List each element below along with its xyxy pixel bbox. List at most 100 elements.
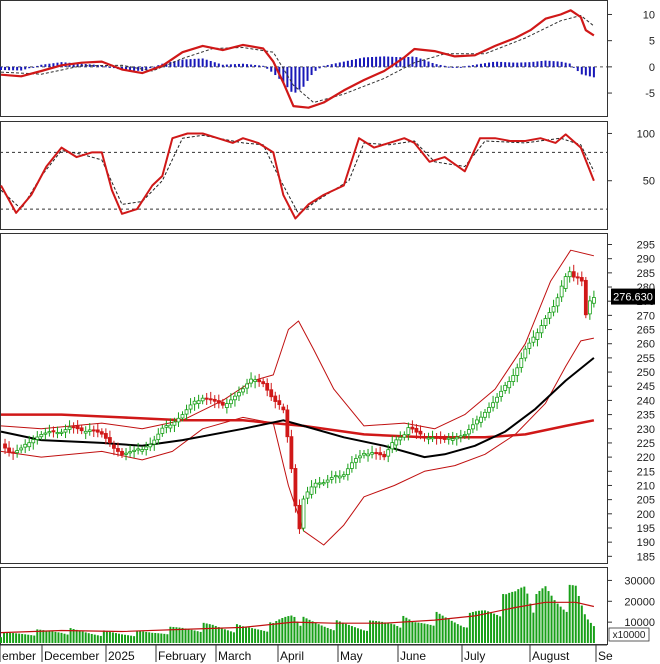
candle-body bbox=[35, 436, 40, 440]
price-axis-tick-label: 260 bbox=[637, 339, 655, 351]
volume-bar bbox=[254, 628, 257, 643]
candle-body bbox=[3, 443, 7, 449]
volume-bar bbox=[296, 621, 299, 643]
macd-histogram-bar bbox=[375, 56, 378, 67]
volume-bar bbox=[529, 603, 532, 643]
x-axis-label: February bbox=[158, 649, 206, 663]
volume-bar bbox=[562, 609, 565, 643]
volume-bar bbox=[399, 627, 402, 643]
candle-body bbox=[164, 425, 169, 428]
macd-histogram-bar bbox=[32, 66, 35, 68]
x-axis-label: April bbox=[280, 649, 304, 663]
candle-body bbox=[454, 436, 459, 440]
macd-histogram-bar bbox=[270, 66, 273, 72]
candle-body bbox=[285, 409, 290, 438]
x-axis-label: August bbox=[532, 649, 570, 663]
candle-body bbox=[212, 398, 217, 402]
candle-body bbox=[87, 429, 92, 432]
volume-bar bbox=[462, 627, 465, 643]
volume-bar bbox=[565, 611, 568, 643]
macd-histogram-bar bbox=[173, 61, 176, 67]
volume-bar bbox=[281, 617, 284, 643]
macd-histogram-bar bbox=[290, 66, 293, 92]
volume-bar bbox=[208, 624, 211, 643]
macd-histogram-bar bbox=[181, 59, 184, 67]
macd-histogram-bar bbox=[56, 62, 59, 67]
volume-bar bbox=[245, 626, 248, 643]
volume-bar bbox=[293, 616, 296, 643]
volume-unit-box bbox=[608, 627, 650, 642]
volume-bar bbox=[359, 629, 362, 643]
candle-body bbox=[216, 400, 221, 404]
volume-bar bbox=[275, 621, 278, 643]
macd-histogram-bar bbox=[48, 63, 51, 67]
volume-bar bbox=[499, 616, 502, 643]
x-axis-label: June bbox=[400, 649, 426, 663]
macd-histogram-bar bbox=[435, 64, 438, 67]
volume-bar bbox=[317, 624, 320, 643]
candle-body bbox=[491, 402, 495, 408]
volume-bar bbox=[332, 630, 335, 643]
volume-bar bbox=[24, 634, 27, 643]
candle-body bbox=[168, 424, 173, 429]
candle-body bbox=[269, 389, 274, 398]
macd-histogram-bar bbox=[592, 66, 595, 78]
macd-histogram-bar bbox=[302, 66, 305, 87]
candle-body bbox=[414, 427, 419, 433]
candle-body bbox=[394, 439, 399, 446]
volume-bar bbox=[480, 610, 483, 643]
candle-body bbox=[249, 378, 253, 384]
volume-bar bbox=[124, 634, 127, 643]
candle-body bbox=[261, 381, 266, 385]
grid-layer bbox=[0, 66, 607, 210]
macd-histogram-bar bbox=[532, 61, 535, 67]
macd-histogram-bar bbox=[342, 61, 345, 67]
macd-histogram-bar bbox=[338, 62, 341, 67]
volume-bar bbox=[580, 605, 583, 643]
macd-histogram-bar bbox=[544, 60, 547, 67]
volume-bar bbox=[184, 628, 187, 643]
volume-bar bbox=[63, 633, 66, 643]
volume-bar bbox=[438, 613, 441, 643]
price-axis-tick-label: 255 bbox=[637, 353, 655, 365]
volume-bar bbox=[93, 634, 96, 643]
volume-bar bbox=[556, 603, 559, 643]
candle-body bbox=[152, 439, 157, 445]
candle-body bbox=[120, 450, 124, 455]
volume-unit-label: x10000 bbox=[613, 630, 646, 641]
volume-bar bbox=[450, 620, 453, 643]
candle-body bbox=[301, 498, 306, 529]
volume-bar bbox=[559, 606, 562, 643]
price-axis-tick-label: 225 bbox=[637, 438, 655, 450]
macd-histogram-bar bbox=[52, 63, 55, 67]
candle-body bbox=[71, 426, 76, 429]
candle-body bbox=[333, 475, 338, 478]
price-axis-tick-label: 230 bbox=[637, 424, 655, 436]
price-axis-tick-label: 205 bbox=[637, 495, 655, 507]
volume-bar bbox=[553, 600, 556, 643]
macd-histogram-bar bbox=[528, 62, 531, 67]
volume-bar bbox=[583, 614, 586, 643]
price-axis-tick-label: 250 bbox=[637, 367, 655, 379]
candle-body bbox=[51, 430, 56, 433]
volume-bar bbox=[465, 627, 468, 643]
last-price-label: 276.630 bbox=[613, 292, 653, 304]
volume-bar bbox=[269, 622, 272, 643]
volume-bar bbox=[520, 587, 523, 643]
volume-bar bbox=[75, 629, 78, 643]
volume-bar bbox=[114, 633, 117, 643]
price-axis-tick-label: 240 bbox=[637, 395, 655, 407]
volume-moving-average bbox=[0, 601, 595, 634]
volume-bar bbox=[302, 616, 305, 643]
volume-bar bbox=[378, 621, 381, 643]
macd-histogram-bar bbox=[129, 66, 132, 71]
volume-bar bbox=[568, 584, 571, 643]
macd-histogram-bar bbox=[415, 57, 418, 67]
macd-histogram-bar bbox=[310, 66, 313, 76]
candle-body bbox=[527, 342, 532, 349]
volume-bar bbox=[235, 624, 238, 643]
macd-histogram-bar bbox=[467, 65, 470, 67]
candle-body bbox=[7, 447, 11, 453]
volume-bar bbox=[87, 633, 90, 643]
candle-body bbox=[313, 482, 318, 488]
